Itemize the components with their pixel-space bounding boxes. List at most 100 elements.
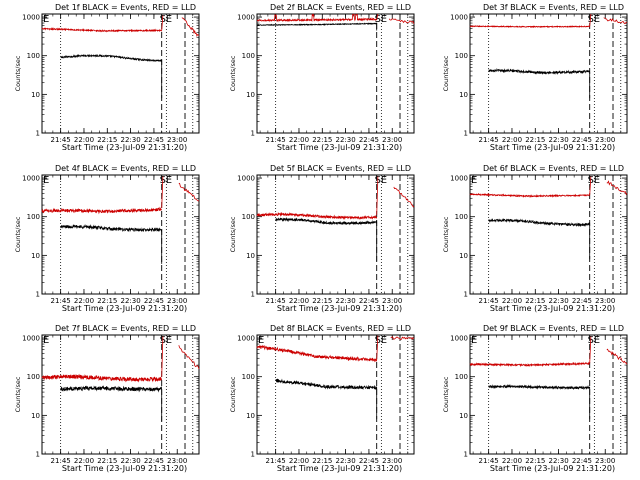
x-axis-label: Start Time (23-Jul-09 21:31:20) xyxy=(277,304,402,313)
y-tick-label: 10 xyxy=(31,252,40,260)
x-axis-label: Start Time (23-Jul-09 21:31:20) xyxy=(62,464,187,473)
y-tick-label: 1000 xyxy=(450,335,468,343)
event-marker-label: E xyxy=(594,14,600,25)
x-tick-label: 23:00 xyxy=(382,297,402,305)
y-tick-label: 1000 xyxy=(237,335,255,343)
event-marker-label: E xyxy=(471,175,477,186)
event-marker-label: E xyxy=(166,175,172,186)
panel-title: Det 5f BLACK = Events, RED = LLD xyxy=(270,164,411,173)
x-tick-label: 22:00 xyxy=(74,136,94,144)
x-tick-label: 23:00 xyxy=(595,136,615,144)
lld-series-tail xyxy=(393,186,415,208)
lld-series-tail xyxy=(603,17,628,25)
x-tick-label: 22:30 xyxy=(336,297,356,305)
y-tick-label: 10 xyxy=(459,252,468,260)
plot-frame xyxy=(256,13,415,134)
y-tick-label: 100 xyxy=(242,52,255,60)
event-marker-label: E xyxy=(471,335,477,346)
x-tick-label: 22:00 xyxy=(74,457,94,465)
x-axis-label: Start Time (23-Jul-09 21:31:20) xyxy=(490,143,615,152)
x-axis-label: Start Time (23-Jul-09 21:31:20) xyxy=(62,143,187,152)
detector-panel-2: Det 2f BLACK = Events, RED = LLD 1 10 100 10… xyxy=(229,3,415,152)
y-tick-label: 1 xyxy=(251,291,255,299)
events-series-line xyxy=(60,385,163,422)
detector-panel-1: Det 1f BLACK = Events, RED = LLD 1 10 100 10… xyxy=(14,3,200,152)
y-tick-label: 1000 xyxy=(237,175,255,183)
x-tick-label: 22:30 xyxy=(336,136,356,144)
event-marker-label: E xyxy=(381,175,387,186)
x-tick-label: 22:00 xyxy=(289,297,309,305)
detector-panel-4: Det 4f BLACK = Events, RED = LLD 1 10 100 10… xyxy=(14,164,200,313)
y-axis-label: Counts/sec xyxy=(229,55,237,91)
x-axis-label: Start Time (23-Jul-09 21:31:20) xyxy=(490,464,615,473)
y-axis-label: Counts/sec xyxy=(229,376,237,412)
panel-title: Det 9f BLACK = Events, RED = LLD xyxy=(483,324,624,333)
event-marker-label: S xyxy=(375,14,381,25)
y-axis-label: Counts/sec xyxy=(442,216,450,252)
lld-series-tail xyxy=(181,17,200,38)
event-marker-label: E xyxy=(43,175,49,186)
x-tick-label: 22:30 xyxy=(121,297,141,305)
lld-series-tail xyxy=(178,345,200,370)
x-tick-label: 23:00 xyxy=(167,136,187,144)
y-tick-label: 1000 xyxy=(22,175,40,183)
y-tick-label: 100 xyxy=(27,373,40,381)
y-tick-label: 100 xyxy=(455,52,468,60)
x-tick-label: 22:30 xyxy=(549,136,569,144)
x-tick-label: 22:15 xyxy=(312,297,332,305)
x-tick-label: 22:30 xyxy=(121,457,141,465)
y-axis-label: Counts/sec xyxy=(442,376,450,412)
y-tick-label: 1000 xyxy=(22,14,40,22)
y-tick-label: 1 xyxy=(464,451,468,459)
y-tick-label: 100 xyxy=(455,373,468,381)
y-axis-label: Counts/sec xyxy=(442,55,450,91)
detector-panel-9: Det 9f BLACK = Events, RED = LLD 1 10 100 10… xyxy=(442,324,628,473)
detector-panel-8: Det 8f BLACK = Events, RED = LLD 1 10 100 10… xyxy=(229,324,415,473)
x-tick-label: 22:45 xyxy=(144,457,164,465)
plot-frame xyxy=(256,334,415,455)
y-tick-label: 10 xyxy=(246,252,255,260)
lld-series-line xyxy=(256,176,379,221)
events-series-line xyxy=(275,378,378,420)
detector-panel-7: Det 7f BLACK = Events, RED = LLD 1 10 100 10… xyxy=(14,324,200,473)
x-tick-label: 21:45 xyxy=(51,457,71,465)
lld-series-line xyxy=(41,15,164,33)
y-tick-label: 100 xyxy=(27,52,40,60)
event-marker-label: E xyxy=(594,335,600,346)
y-tick-label: 1 xyxy=(36,291,40,299)
events-series-line xyxy=(488,67,591,99)
x-tick-label: 22:15 xyxy=(525,297,545,305)
y-tick-label: 10 xyxy=(459,412,468,420)
plot-frame xyxy=(41,174,200,295)
y-tick-label: 100 xyxy=(242,213,255,221)
lld-series-line xyxy=(469,13,592,29)
y-tick-label: 1 xyxy=(464,130,468,138)
y-tick-label: 100 xyxy=(242,373,255,381)
x-tick-label: 22:15 xyxy=(97,297,117,305)
x-tick-label: 22:15 xyxy=(312,136,332,144)
x-tick-label: 21:45 xyxy=(266,457,286,465)
x-tick-label: 21:45 xyxy=(266,297,286,305)
lld-series-tail xyxy=(606,348,628,365)
x-tick-label: 22:45 xyxy=(359,457,379,465)
panel-title: Det 2f BLACK = Events, RED = LLD xyxy=(270,3,411,12)
event-marker-label: E xyxy=(594,175,600,186)
detector-panel-3: Det 3f BLACK = Events, RED = LLD 1 10 100 10… xyxy=(442,3,628,152)
panel-title: Det 7f BLACK = Events, RED = LLD xyxy=(55,324,196,333)
plot-frame xyxy=(256,174,415,295)
lld-series-tail xyxy=(390,336,415,340)
x-tick-label: 21:45 xyxy=(51,136,71,144)
x-tick-label: 22:15 xyxy=(525,136,545,144)
panel-title: Det 4f BLACK = Events, RED = LLD xyxy=(55,164,196,173)
x-tick-label: 23:00 xyxy=(167,297,187,305)
event-marker-label: E xyxy=(166,14,172,25)
y-tick-label: 1 xyxy=(464,291,468,299)
y-tick-label: 1000 xyxy=(237,14,255,22)
panel-title: Det 6f BLACK = Events, RED = LLD xyxy=(483,164,624,173)
events-series-line xyxy=(60,224,163,264)
x-tick-label: 22:45 xyxy=(144,136,164,144)
x-tick-label: 21:45 xyxy=(479,136,499,144)
lld-series-line xyxy=(469,176,592,198)
y-tick-label: 1 xyxy=(36,130,40,138)
lld-series-line xyxy=(41,336,164,383)
